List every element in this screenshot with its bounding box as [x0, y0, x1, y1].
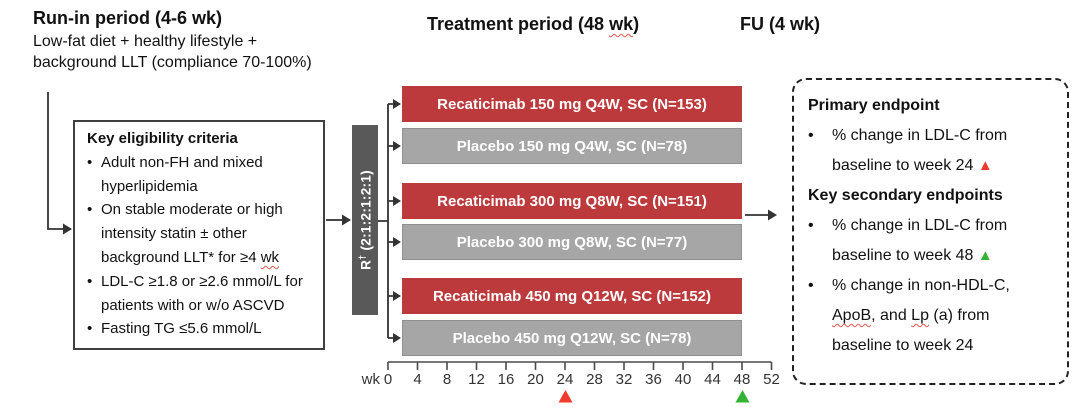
eligibility-item-text: LDL-C ≥1.8 or ≥2.6 mmol/L for patients w… [101, 272, 303, 314]
arm-label: Placebo 450 mg Q12W, SC (N=78) [452, 329, 692, 347]
endpoints-box: Primary endpoint • % change in LDL-C fro… [792, 78, 1069, 385]
week-tick-label: 24 [556, 371, 574, 388]
eligibility-item-text: Fasting TG ≤5.6 mmol/L [101, 320, 262, 338]
randomization-dagger: † [356, 254, 367, 260]
week-tick-label: 4 [413, 371, 422, 388]
eligibility-item-ldl: • LDL-C ≥1.8 or ≥2.6 mmol/L for patients… [87, 270, 315, 318]
secondary-endpoint-item-ldl48: • % change in LDL-C from baseline to wee… [808, 211, 1055, 271]
endpoint-item-text: % change in non-HDL-C, ApoB, and Lp (a) … [832, 271, 1050, 361]
bullet: • [87, 153, 93, 171]
endpoint-item-text-p2: , and [871, 307, 912, 324]
red-triangle-icon: ▲ [977, 157, 993, 174]
arm-placebo-450mg-q12w: Placebo 450 mg Q12W, SC (N=78) [402, 320, 742, 356]
endpoint-item-text-p3: (a) from baseline to week 24 [832, 307, 990, 354]
endpoint-item-text-lp: Lp [911, 307, 929, 324]
bullet: • [87, 201, 93, 219]
runin-subtitle-line2: background LLT (compliance 70-100%) [33, 54, 312, 71]
randomization-ratio: (2:1:2:1:2:1) [358, 170, 374, 255]
eligibility-item-text-main: On stable moderate or high intensity sta… [101, 201, 283, 266]
week-tick-label: 16 [497, 371, 515, 388]
runin-subtitle: Low-fat diet + healthy lifestyle + backg… [33, 31, 312, 73]
eligibility-item-tg: • Fasting TG ≤5.6 mmol/L [87, 317, 315, 341]
randomization-box: R† (2:1:2:1:2:1) [352, 125, 378, 315]
endpoint-item-text: % change in LDL-C from baseline to week … [832, 121, 1050, 181]
randomization-r: R [358, 259, 374, 270]
week-tick-label: 36 [645, 371, 662, 388]
arm-label: Recaticimab 150 mg Q4W, SC (N=153) [437, 95, 707, 113]
treatment-period-title: Treatment period (48 wk) [427, 14, 639, 35]
randomization-branches [378, 99, 401, 343]
eligibility-title: Key eligibility criteria [87, 130, 238, 147]
week-tick-label: 48 [733, 371, 751, 388]
treatment-period-title-wavy: wk [609, 14, 634, 34]
eligibility-item-text-wavy: wk [260, 248, 280, 266]
bullet: • [87, 272, 93, 290]
runin-title: Run-in period (4-6 wk) [33, 8, 222, 28]
arm-recaticimab-150mg-q4w: Recaticimab 150 mg Q4W, SC (N=153) [402, 86, 742, 122]
week-tick-label: 28 [586, 371, 603, 388]
followup-title: FU (4 wk) [740, 14, 821, 34]
bullet: • [808, 277, 814, 294]
week-axis-line [387, 361, 773, 370]
eligibility-box: Key eligibility criteria • Adult non-FH … [73, 120, 325, 350]
week-tick-label: 40 [674, 371, 692, 388]
arm-label: Recaticimab 450 mg Q12W, SC (N=152) [432, 287, 712, 305]
arm-placebo-150mg-q4w: Placebo 150 mg Q4W, SC (N=78) [402, 128, 742, 164]
treatment-period-title-text: Treatment period (48 [427, 14, 610, 34]
secondary-endpoints-title: Key secondary endpoints [808, 187, 1003, 204]
bullet: • [808, 217, 814, 234]
bullet: • [808, 127, 814, 144]
eligibility-to-randomization-arrow [326, 214, 351, 226]
arm-label: Recaticimab 300 mg Q8W, SC (N=151) [437, 192, 707, 210]
arms-to-endpoints-arrow [745, 209, 777, 221]
eligibility-item-text: On stable moderate or high intensity sta… [101, 198, 315, 269]
secondary-endpoint-item-lipids: • % change in non-HDL-C, ApoB, and Lp (a… [808, 271, 1055, 361]
bullet: • [87, 320, 93, 338]
endpoint-item-text-main: % change in LDL-C from baseline to week … [832, 217, 1008, 264]
treatment-period-title-close: ) [633, 14, 640, 34]
arm-recaticimab-450mg-q12w: Recaticimab 450 mg Q12W, SC (N=152) [402, 278, 742, 314]
randomization-label: R† (2:1:2:1:2:1) [357, 170, 374, 270]
week48-green-triangle-icon [735, 390, 750, 403]
week-tick-label: 44 [704, 371, 721, 388]
endpoint-item-text: % change in LDL-C from baseline to week … [832, 211, 1050, 271]
week-tick-label: 12 [468, 371, 485, 388]
green-triangle-icon: ▲ [977, 247, 993, 264]
eligibility-item-text: Adult non-FH and mixed hyperlipidemia [101, 153, 263, 195]
arm-label: Placebo 150 mg Q4W, SC (N=78) [456, 137, 688, 155]
runin-subtitle-line1: Low-fat diet + healthy lifestyle + [33, 33, 258, 50]
arm-placebo-300mg-q8w: Placebo 300 mg Q8W, SC (N=77) [402, 224, 742, 260]
week-axis-unit-label: wk [361, 371, 380, 388]
arm-recaticimab-300mg-q8w: Recaticimab 300 mg Q8W, SC (N=151) [402, 183, 742, 219]
week24-red-triangle-icon [558, 390, 573, 403]
eligibility-item-population: • Adult non-FH and mixed hyperlipidemia [87, 151, 315, 199]
week-tick-label: 32 [615, 371, 633, 388]
endpoint-item-text-main: % change in LDL-C from baseline to week … [832, 127, 1008, 174]
runin-arrow [47, 92, 72, 235]
endpoint-item-text-apob: ApoB [832, 307, 872, 324]
arm-label: Placebo 300 mg Q8W, SC (N=77) [456, 233, 688, 251]
week-tick-label: 20 [527, 371, 544, 388]
eligibility-item-statin: • On stable moderate or high intensity s… [87, 198, 315, 269]
primary-endpoint-item: • % change in LDL-C from baseline to wee… [808, 121, 1055, 181]
week-tick-label: 52 [763, 371, 780, 388]
primary-endpoint-title: Primary endpoint [808, 97, 940, 114]
endpoint-item-text-p1: % change in non-HDL-C, [832, 277, 1010, 294]
week-tick-label: 8 [442, 371, 452, 388]
week-tick-label: 0 [383, 371, 393, 388]
